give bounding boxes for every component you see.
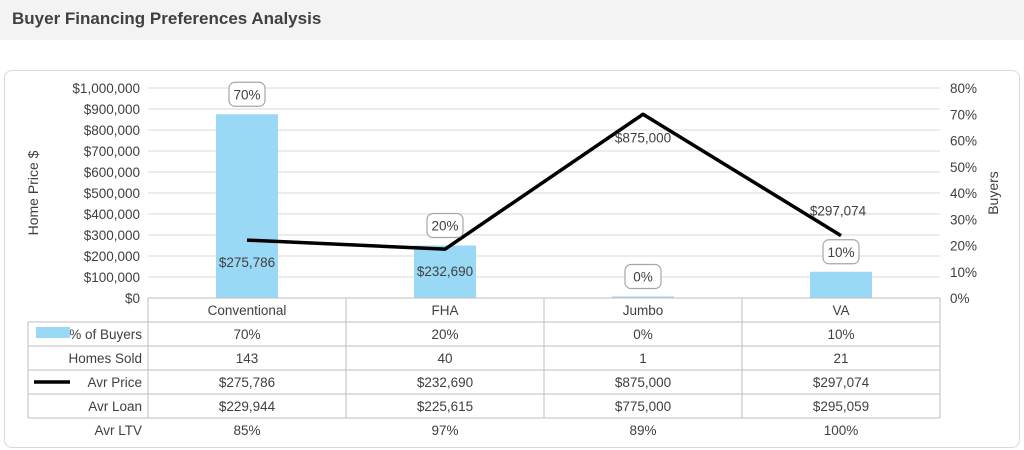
avr-price-line bbox=[246, 112, 842, 251]
bar bbox=[216, 114, 278, 298]
table-cell: $225,615 bbox=[417, 399, 473, 414]
table-cell: 100% bbox=[824, 423, 859, 438]
table-cell: 97% bbox=[431, 423, 458, 438]
y2-axis-tick-label: 0% bbox=[950, 291, 970, 306]
y2-axis-tick-label: 40% bbox=[950, 186, 977, 201]
bar-data-label: 70% bbox=[233, 87, 260, 102]
table-cell: 143 bbox=[236, 351, 259, 366]
table-cell: $297,074 bbox=[813, 375, 870, 390]
bar-data-label-box bbox=[624, 263, 662, 290]
y-axis-tick-label: $800,000 bbox=[84, 123, 140, 138]
bar-data-label-box bbox=[822, 239, 860, 265]
y-axis-tick-label: $100,000 bbox=[84, 270, 140, 285]
y-axis-tick-label: $300,000 bbox=[84, 228, 140, 243]
table-row-label: Homes Sold bbox=[68, 351, 142, 366]
legend-bar-swatch bbox=[36, 327, 70, 338]
y-axis-tick-label: $200,000 bbox=[84, 249, 140, 264]
bar bbox=[810, 271, 872, 298]
table-row-label: % of Buyers bbox=[69, 327, 142, 342]
table-cell: 89% bbox=[629, 423, 656, 438]
table-cell: 20% bbox=[431, 327, 458, 342]
table-row-label: Avr Loan bbox=[88, 399, 142, 414]
table-cell: 1 bbox=[639, 351, 647, 366]
x-axis-category-label: Conventional bbox=[208, 303, 287, 318]
y2-axis-tick-label: 20% bbox=[950, 239, 977, 254]
y2-axis-title: Buyers bbox=[985, 171, 1001, 215]
bar-data-label-box bbox=[228, 81, 266, 107]
table-cell: $775,000 bbox=[615, 399, 671, 414]
bar bbox=[414, 245, 476, 298]
y-axis-title: Home Price $ bbox=[25, 150, 41, 235]
table-cell: 40 bbox=[437, 351, 452, 366]
x-axis-category-label: VA bbox=[832, 303, 849, 318]
y-axis-tick-label: $400,000 bbox=[84, 207, 140, 222]
y2-axis-tick-label: 80% bbox=[950, 81, 977, 96]
bar-data-label: 10% bbox=[827, 245, 854, 260]
y-axis-tick-label: $900,000 bbox=[84, 102, 140, 117]
y-axis-tick-label: $700,000 bbox=[84, 144, 140, 159]
x-axis-category-label: Jumbo bbox=[623, 303, 664, 318]
table-cell: 10% bbox=[827, 327, 854, 342]
table-cell: $232,690 bbox=[417, 375, 473, 390]
table-cell: 70% bbox=[233, 327, 260, 342]
x-axis-category-label: FHA bbox=[432, 303, 459, 318]
y2-axis-tick-label: 70% bbox=[950, 107, 977, 122]
bar-data-label: 20% bbox=[431, 219, 458, 234]
table-cell: 0% bbox=[633, 327, 653, 342]
y-axis-tick-label: $0 bbox=[125, 291, 140, 306]
table-cell: $275,786 bbox=[219, 375, 275, 390]
table-cell: 21 bbox=[833, 351, 848, 366]
bar-data-label: 0% bbox=[633, 270, 653, 285]
y2-axis-tick-label: 50% bbox=[950, 160, 977, 175]
bar bbox=[612, 296, 674, 298]
table-cell: $295,059 bbox=[813, 399, 869, 414]
y2-axis-tick-label: 30% bbox=[950, 212, 977, 227]
line-data-label: $275,786 bbox=[219, 255, 275, 270]
line-data-label: $875,000 bbox=[615, 130, 671, 145]
y2-axis-tick-label: 10% bbox=[950, 265, 977, 280]
table-row-label: Avr Price bbox=[87, 375, 142, 390]
line-data-label: $232,690 bbox=[417, 264, 473, 279]
y-axis-tick-label: $600,000 bbox=[84, 165, 140, 180]
line-data-label: $297,074 bbox=[810, 204, 867, 219]
table-cell: $229,944 bbox=[219, 399, 276, 414]
bar-data-label-box bbox=[426, 212, 464, 239]
table-cell: $875,000 bbox=[615, 375, 671, 390]
header-bar: Buyer Financing Preferences Analysis bbox=[0, 0, 1024, 40]
table-row-label: Avr LTV bbox=[94, 423, 142, 438]
page-title: Buyer Financing Preferences Analysis bbox=[12, 9, 322, 28]
table-cell: 85% bbox=[233, 423, 260, 438]
y2-axis-tick-label: 60% bbox=[950, 134, 977, 149]
y-axis-tick-label: $1,000,000 bbox=[72, 81, 140, 96]
y-axis-tick-label: $500,000 bbox=[84, 186, 140, 201]
